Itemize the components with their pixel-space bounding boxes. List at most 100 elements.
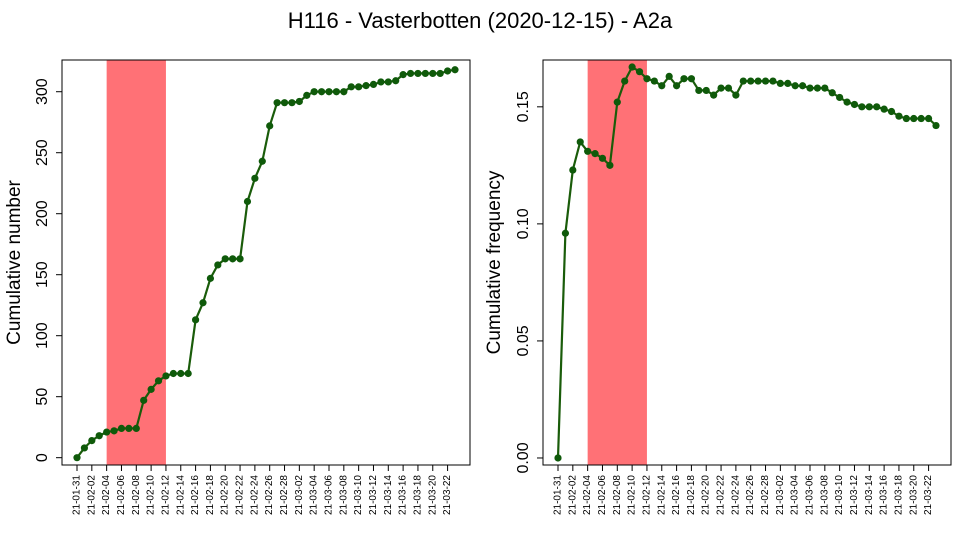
x-tick-label: 21-02-08: [131, 475, 142, 515]
x-tick-label: 21-02-18: [686, 475, 697, 515]
data-point: [303, 91, 311, 99]
data-point: [125, 424, 133, 433]
x-tick-label: 21-02-04: [582, 475, 593, 515]
data-point: [421, 69, 429, 78]
data-point: [606, 161, 614, 169]
plot-frame: [61, 59, 471, 466]
data-point: [214, 261, 222, 269]
data-point: [132, 424, 140, 433]
data-point: [310, 88, 318, 96]
x-tick-label: 21-02-22: [235, 475, 246, 515]
x-tick-label: 21-03-20: [427, 475, 438, 515]
x-tick-label: 21-02-02: [567, 475, 578, 515]
shaded-period: [587, 60, 647, 465]
x-tick-label: 21-02-16: [190, 475, 201, 515]
data-point: [598, 154, 607, 162]
data-point: [850, 100, 859, 109]
data-point: [280, 99, 289, 107]
x-tick-label: 21-03-06: [805, 475, 816, 515]
data-point: [672, 82, 681, 90]
data-point: [902, 114, 910, 123]
data-point: [569, 166, 577, 174]
data-point: [362, 82, 370, 90]
data-point: [332, 88, 341, 96]
data-point: [169, 369, 177, 378]
data-point: [591, 150, 599, 158]
series-line: [556, 65, 937, 459]
data-point: [858, 103, 866, 111]
data-point: [710, 91, 718, 99]
y-tick-label: 100: [34, 322, 51, 349]
data-point: [798, 82, 807, 90]
x-tick-label: 21-03-12: [849, 475, 860, 515]
data-point: [702, 86, 710, 95]
y-axis-title: Cumulative frequency: [484, 170, 505, 354]
data-point: [887, 107, 896, 116]
data-point: [206, 274, 215, 282]
y-tick-label: 250: [34, 139, 51, 166]
data-point: [429, 69, 437, 78]
data-point: [791, 82, 799, 90]
y-tick-label: 0.00: [515, 442, 532, 473]
data-point: [873, 103, 881, 111]
data-point: [658, 82, 666, 90]
data-point: [184, 369, 192, 378]
data-point: [650, 77, 658, 85]
x-tick-label: 21-01-31: [72, 475, 83, 515]
data-point: [325, 88, 333, 96]
data-point: [576, 138, 584, 146]
data-point: [776, 79, 784, 88]
data-point: [117, 424, 126, 433]
y-tick-label: 0: [34, 453, 51, 462]
x-tick-label: 21-02-02: [86, 475, 97, 515]
series-line: [76, 68, 456, 459]
x-tick-label: 21-02-12: [641, 475, 652, 515]
data-point: [392, 77, 400, 85]
x-tick-label: 21-03-02: [775, 475, 786, 515]
data-point: [761, 77, 770, 85]
data-point: [910, 114, 918, 123]
data-point: [769, 77, 777, 85]
data-point: [836, 93, 844, 102]
x-tick-label: 21-03-22: [442, 475, 453, 515]
data-point: [635, 68, 644, 76]
x-tick-label: 21-01-31: [553, 475, 564, 515]
data-point: [843, 98, 851, 106]
data-point: [191, 316, 200, 324]
x-tick-label: 21-02-14: [175, 475, 186, 515]
x-tick-label: 21-03-08: [338, 475, 349, 515]
data-point: [199, 299, 207, 307]
x-tick-label: 21-02-14: [656, 475, 667, 515]
x-tick-label: 21-02-20: [220, 475, 231, 515]
x-tick-label: 21-02-16: [671, 475, 682, 515]
x-tick-label: 21-02-12: [160, 475, 171, 515]
data-point: [243, 197, 252, 206]
data-point: [695, 86, 703, 95]
y-tick-label: 0.10: [515, 208, 532, 239]
data-point: [895, 112, 903, 120]
x-tick-label: 21-03-04: [309, 475, 320, 515]
data-point: [377, 78, 385, 86]
x-tick-label: 21-03-06: [324, 475, 335, 515]
x-tick-label: 21-02-24: [730, 475, 741, 515]
data-point: [355, 83, 363, 91]
data-point: [880, 105, 888, 113]
x-tick-label: 21-03-16: [398, 475, 409, 515]
x-tick-label: 21-02-10: [627, 475, 638, 515]
data-point: [162, 372, 170, 380]
x-tick-label: 21-02-04: [101, 475, 112, 515]
y-tick-label: 0.05: [515, 325, 532, 356]
x-tick-label: 21-02-28: [760, 475, 771, 515]
data-point: [340, 88, 348, 96]
data-point: [317, 88, 326, 96]
x-tick-label: 21-02-06: [597, 475, 608, 515]
x-tick-label: 21-03-12: [368, 475, 379, 515]
data-point: [436, 69, 444, 78]
data-point: [687, 75, 696, 83]
data-point: [88, 437, 96, 445]
x-tick-label: 21-03-18: [893, 475, 904, 515]
data-point: [95, 432, 103, 440]
data-point: [251, 174, 259, 182]
data-point: [443, 67, 452, 75]
